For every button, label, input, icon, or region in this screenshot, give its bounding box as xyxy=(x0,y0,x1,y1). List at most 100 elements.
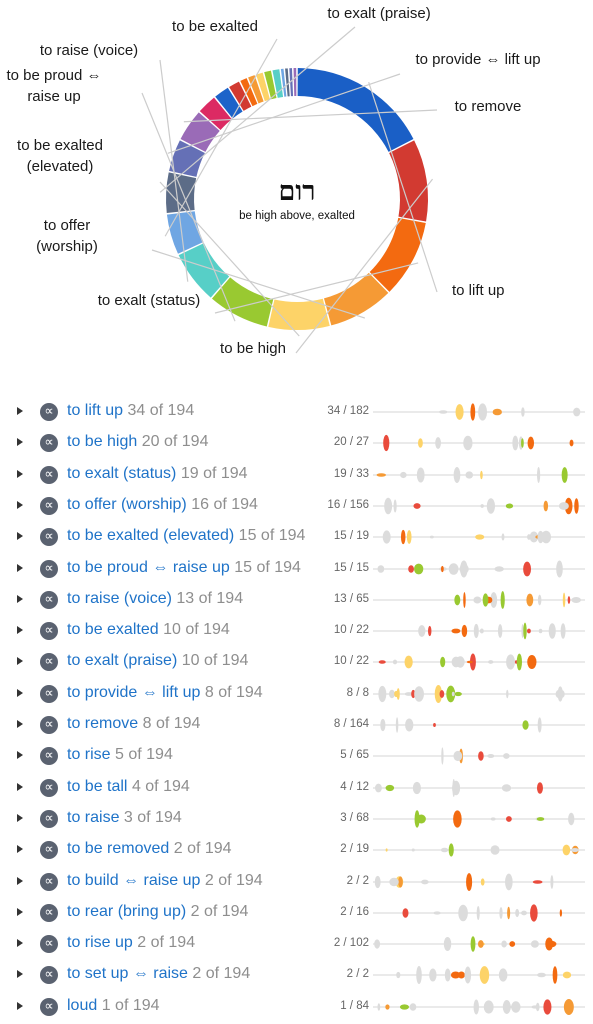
donut-slice[interactable] xyxy=(264,70,277,100)
expand-caret-icon[interactable] xyxy=(17,500,23,509)
sense-row[interactable]: ∝ to be high 20 of 194 20 / 27 xyxy=(0,427,593,458)
donut-slice[interactable] xyxy=(369,217,426,292)
sense-gloss-text[interactable]: to raise xyxy=(67,808,124,826)
sense-gloss-link[interactable]: to build ⇔ raise up 2 of 194 xyxy=(67,872,263,890)
sense-row[interactable]: ∝ to lift up 34 of 194 34 / 182 xyxy=(0,396,593,427)
sense-row[interactable]: ∝ to be exalted (elevated) 15 of 194 15 / … xyxy=(0,521,593,552)
expand-caret-icon[interactable] xyxy=(17,688,23,697)
expand-caret-icon[interactable] xyxy=(17,845,23,854)
sense-gloss-text[interactable]: to rear (bring up) xyxy=(67,902,191,920)
sense-gloss-link[interactable]: to set up ⇔ raise 2 of 194 xyxy=(67,965,250,983)
sense-gloss-text[interactable]: to offer (worship) xyxy=(67,495,192,513)
sense-row[interactable]: ∝ to be exalted 10 of 194 10 / 22 xyxy=(0,615,593,646)
sense-gloss-link[interactable]: to be removed 2 of 194 xyxy=(67,840,232,858)
alpha-sense-icon[interactable]: ∝ xyxy=(40,403,58,421)
sense-gloss-link[interactable]: to be exalted (elevated) 15 of 194 xyxy=(67,527,305,545)
sense-gloss-text[interactable]: to be proud ⇔ raise up xyxy=(67,558,235,576)
sense-row[interactable]: ∝ to provide ⇔ lift up 8 of 194 8 / 8 xyxy=(0,678,593,709)
sense-gloss-link[interactable]: to be tall 4 of 194 xyxy=(67,778,190,796)
donut-slice[interactable] xyxy=(166,172,197,214)
expand-caret-icon[interactable] xyxy=(17,407,23,415)
sense-row[interactable]: ∝ to raise 3 of 194 3 / 68 xyxy=(0,803,593,834)
sense-gloss-text[interactable]: to exalt (status) xyxy=(67,464,181,482)
sense-gloss-text[interactable]: to be exalted xyxy=(67,621,164,639)
donut-slice[interactable] xyxy=(256,72,271,102)
sense-gloss-text[interactable]: to set up ⇔ raise xyxy=(67,965,193,983)
donut-slice[interactable] xyxy=(199,97,232,130)
sense-gloss-text[interactable]: to provide ⇔ lift up xyxy=(67,683,205,701)
sense-gloss-link[interactable]: to rear (bring up) 2 of 194 xyxy=(67,903,248,921)
donut-slice[interactable] xyxy=(289,68,294,97)
expand-caret-icon[interactable] xyxy=(17,532,23,541)
alpha-sense-icon[interactable]: ∝ xyxy=(40,747,58,766)
sense-gloss-text[interactable]: to be removed xyxy=(67,840,174,858)
sense-row[interactable]: ∝ to build ⇔ raise up 2 of 194 2 / 2 xyxy=(0,866,593,897)
sense-gloss-text[interactable]: to rise up xyxy=(67,934,138,952)
sense-gloss-text[interactable]: to lift up xyxy=(67,402,128,419)
sense-gloss-text[interactable]: to exalt (praise) xyxy=(67,652,182,670)
alpha-sense-icon[interactable]: ∝ xyxy=(40,778,58,797)
sense-gloss-text[interactable]: loud xyxy=(67,996,102,1014)
sense-gloss-link[interactable]: to rise 5 of 194 xyxy=(67,746,173,764)
donut-slice[interactable] xyxy=(285,68,290,97)
sense-gloss-link[interactable]: to exalt (praise) 10 of 194 xyxy=(67,652,248,670)
expand-caret-icon[interactable] xyxy=(17,876,23,885)
alpha-sense-icon[interactable]: ∝ xyxy=(40,496,58,515)
sense-row[interactable]: ∝ to exalt (status) 19 of 194 19 / 33 xyxy=(0,459,593,490)
expand-caret-icon[interactable] xyxy=(17,469,23,478)
alpha-sense-icon[interactable]: ∝ xyxy=(40,997,58,1016)
sense-row[interactable]: ∝ to rise 5 of 194 5 / 65 xyxy=(0,740,593,771)
sense-gloss-text[interactable]: to rise xyxy=(67,746,116,764)
sense-gloss-link[interactable]: to offer (worship) 16 of 194 xyxy=(67,496,258,514)
alpha-sense-icon[interactable]: ∝ xyxy=(40,590,58,609)
donut-slice[interactable] xyxy=(323,272,389,326)
donut-slice[interactable] xyxy=(180,112,220,152)
sense-gloss-link[interactable]: to provide ⇔ lift up 8 of 194 xyxy=(67,684,263,702)
sense-gloss-link[interactable]: to rise up 2 of 194 xyxy=(67,934,195,952)
alpha-sense-icon[interactable]: ∝ xyxy=(40,903,58,922)
sense-gloss-link[interactable]: to be exalted 10 of 194 xyxy=(67,621,230,639)
sense-row[interactable]: ∝ to exalt (praise) 10 of 194 10 / 22 xyxy=(0,646,593,677)
sense-gloss-link[interactable]: to raise (voice) 13 of 194 xyxy=(67,590,243,608)
expand-caret-icon[interactable] xyxy=(17,626,23,635)
alpha-sense-icon[interactable]: ∝ xyxy=(40,716,58,734)
sense-gloss-text[interactable]: to build ⇔ raise up xyxy=(67,871,205,889)
expand-caret-icon[interactable] xyxy=(17,1001,23,1010)
sense-gloss-link[interactable]: to remove 8 of 194 xyxy=(67,715,200,733)
donut-slice[interactable] xyxy=(293,68,297,97)
sense-gloss-link[interactable]: to be proud ⇔ raise up 15 of 194 xyxy=(67,559,301,577)
sense-gloss-link[interactable]: to raise 3 of 194 xyxy=(67,809,182,827)
alpha-sense-icon[interactable]: ∝ xyxy=(40,559,58,578)
sense-gloss-text[interactable]: to be tall xyxy=(67,777,132,795)
sense-gloss-link[interactable]: to be high 20 of 194 xyxy=(67,433,208,451)
sense-row[interactable]: ∝ to remove 8 of 194 8 / 164 xyxy=(0,709,593,740)
donut-slice[interactable] xyxy=(280,68,287,97)
sense-gloss-link[interactable]: to lift up 34 of 194 xyxy=(67,402,194,420)
alpha-sense-icon[interactable]: ∝ xyxy=(40,653,58,672)
expand-caret-icon[interactable] xyxy=(17,657,23,666)
alpha-sense-icon[interactable]: ∝ xyxy=(40,684,58,703)
alpha-sense-icon[interactable]: ∝ xyxy=(40,935,58,954)
donut-slice[interactable] xyxy=(268,298,330,330)
sense-row[interactable]: ∝ to offer (worship) 16 of 194 16 / 156 xyxy=(0,490,593,521)
sense-row[interactable]: ∝ to rise up 2 of 194 2 / 102 xyxy=(0,928,593,959)
expand-caret-icon[interactable] xyxy=(17,813,23,822)
sense-gloss-link[interactable]: loud 1 of 194 xyxy=(67,997,160,1015)
alpha-sense-icon[interactable]: ∝ xyxy=(40,809,58,828)
expand-caret-icon[interactable] xyxy=(17,563,23,572)
donut-slice[interactable] xyxy=(211,277,274,327)
sense-row[interactable]: ∝ to be removed 2 of 194 2 / 19 xyxy=(0,834,593,865)
alpha-sense-icon[interactable]: ∝ xyxy=(40,872,58,891)
expand-caret-icon[interactable] xyxy=(17,782,23,791)
sense-row[interactable]: ∝ loud 1 of 194 1 / 84 xyxy=(0,991,593,1022)
expand-caret-icon[interactable] xyxy=(17,970,23,979)
donut-slice[interactable] xyxy=(178,243,230,298)
sense-gloss-text[interactable]: to be high xyxy=(67,433,142,451)
donut-slice[interactable] xyxy=(389,140,429,222)
sense-gloss-text[interactable]: to raise (voice) xyxy=(67,589,177,607)
alpha-sense-icon[interactable]: ∝ xyxy=(40,622,58,641)
expand-caret-icon[interactable] xyxy=(17,438,23,447)
donut-slice[interactable] xyxy=(297,68,414,152)
expand-caret-icon[interactable] xyxy=(17,720,23,728)
donut-slice[interactable] xyxy=(229,81,252,111)
